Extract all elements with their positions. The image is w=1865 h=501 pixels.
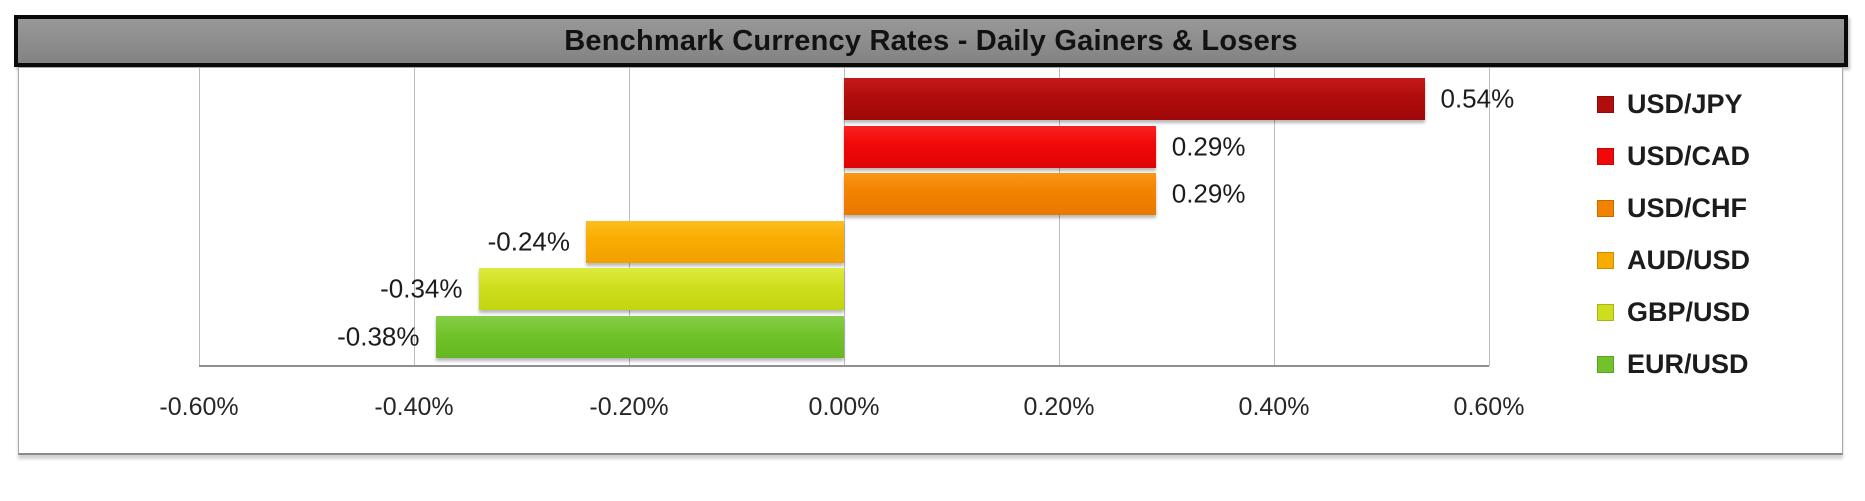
legend-swatch-icon — [1597, 304, 1614, 321]
gridline-0.00% — [843, 68, 845, 366]
legend-swatch-icon — [1597, 356, 1614, 373]
gridline-0.40% — [1273, 68, 1275, 366]
x-tick-label-0.20%: 0.20% — [1023, 393, 1095, 421]
legend-item-usd-cad: USD/CAD — [1597, 141, 1751, 171]
legend: USD/JPY USD/CAD USD/CHF AUD/USD GBP/USD EUR/U… — [1597, 89, 1751, 379]
bar-usd-jpy — [844, 78, 1425, 120]
legend-swatch-icon — [1597, 96, 1614, 113]
legend-item-aud-usd: AUD/USD — [1597, 245, 1751, 275]
chart-title-bar: Benchmark Currency Rates - Daily Gainers… — [14, 15, 1848, 67]
bar-gbp-usd — [478, 268, 844, 310]
bar-usd-cad — [844, 125, 1156, 168]
legend-label: GBP/USD — [1627, 297, 1751, 327]
x-tick-label-0.40%: 0.40% — [1238, 393, 1310, 421]
x-axis-line — [199, 365, 1489, 367]
legend-swatch-icon — [1597, 200, 1614, 217]
legend-label: USD/CHF — [1627, 193, 1747, 223]
legend-item-usd-jpy: USD/JPY — [1597, 89, 1750, 119]
x-tick-label--0.20%: -0.20% — [589, 393, 669, 421]
bar-aud-usd — [586, 220, 844, 263]
legend-label: USD/CAD — [1627, 141, 1751, 171]
chart-body: 0.54% 0.29% 0.29% -0.24% -0.34% -0.38% -0.60%… — [18, 67, 1843, 455]
gridline--0.20% — [628, 68, 630, 366]
gridline--0.40% — [413, 68, 415, 366]
x-tick-label-0.60%: 0.60% — [1453, 393, 1525, 421]
gridline--0.60% — [198, 68, 200, 366]
legend-label: USD/JPY — [1627, 89, 1743, 119]
bar-value-label-usd-chf: 0.29% — [1171, 178, 1246, 209]
x-axis-labels: -0.60% -0.40% -0.20% 0.00% 0.20% 0.40% 0.60% — [19, 393, 1844, 427]
legend-item-gbp-usd: GBP/USD — [1597, 297, 1751, 327]
bar-value-label-aud-usd: -0.24% — [487, 226, 570, 256]
plot-area: 0.54% 0.29% 0.29% -0.24% -0.34% -0.38% — [198, 68, 1514, 366]
gridline-0.20% — [1058, 68, 1060, 366]
bar-value-label-gbp-usd: -0.34% — [380, 273, 463, 304]
bar-eur-usd — [435, 315, 844, 358]
legend-item-usd-chf: USD/CHF — [1597, 193, 1750, 223]
x-tick-label--0.40%: -0.40% — [374, 393, 454, 421]
legend-label: EUR/USD — [1627, 349, 1749, 379]
legend-swatch-icon — [1597, 252, 1614, 269]
x-tick-label-0.00%: 0.00% — [808, 393, 880, 421]
legend-item-eur-usd: EUR/USD — [1597, 349, 1750, 379]
chart-title: Benchmark Currency Rates - Daily Gainers… — [564, 24, 1298, 57]
bar-usd-chf — [844, 173, 1156, 215]
x-tick-label--0.60%: -0.60% — [159, 393, 239, 421]
gridline-0.60% — [1488, 68, 1490, 366]
legend-swatch-icon — [1597, 148, 1614, 165]
bar-value-label-usd-cad: 0.29% — [1171, 131, 1246, 161]
bar-value-label-eur-usd: -0.38% — [337, 321, 420, 351]
legend-label: AUD/USD — [1627, 245, 1751, 275]
bar-value-label-usd-jpy: 0.54% — [1440, 83, 1515, 114]
